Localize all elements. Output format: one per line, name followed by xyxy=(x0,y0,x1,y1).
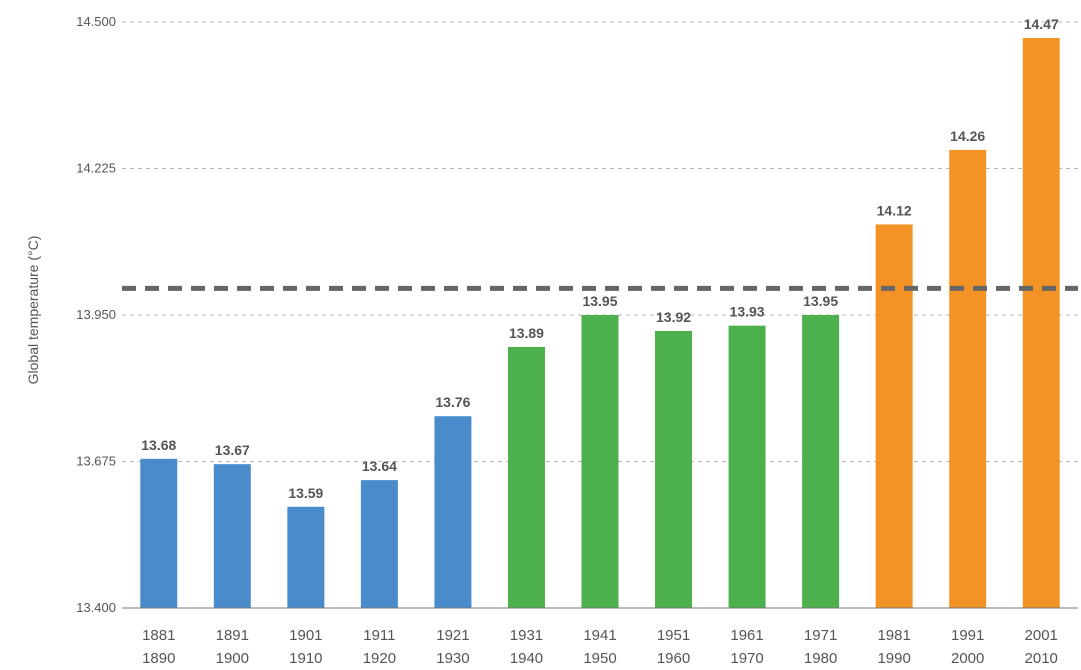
x-tick-label-start: 1961 xyxy=(730,627,763,644)
bar xyxy=(802,315,840,608)
data-label: 13.92 xyxy=(656,309,691,325)
bar xyxy=(507,346,545,608)
bar xyxy=(360,480,398,608)
x-tick-label-end: 1940 xyxy=(510,650,543,667)
x-tick-label-start: 1951 xyxy=(657,627,690,644)
bar xyxy=(140,458,178,608)
bar xyxy=(949,149,987,608)
data-label: 13.68 xyxy=(141,437,176,453)
data-label: 13.95 xyxy=(582,293,617,309)
x-tick-label-end: 1970 xyxy=(730,650,763,667)
data-label: 14.12 xyxy=(877,202,912,218)
data-label: 13.67 xyxy=(215,442,250,458)
x-tick-label-end: 2010 xyxy=(1025,650,1058,667)
y-axis-title: Global temperature (°C) xyxy=(25,236,41,385)
x-tick-label-end: 2000 xyxy=(951,650,984,667)
x-tick-label-start: 1991 xyxy=(951,627,984,644)
y-tick-label: 13.675 xyxy=(76,454,116,469)
y-tick-label: 14.225 xyxy=(76,161,116,176)
bar xyxy=(728,325,766,608)
data-label: 13.93 xyxy=(730,304,765,320)
x-tick-label-start: 1881 xyxy=(142,627,175,644)
x-tick-label-end: 1950 xyxy=(583,650,616,667)
y-tick-label: 13.400 xyxy=(76,600,116,615)
bar xyxy=(581,315,619,608)
x-tick-label-start: 1971 xyxy=(804,627,837,644)
data-label: 13.59 xyxy=(288,485,323,501)
x-tick-label-end: 1920 xyxy=(363,650,396,667)
x-tick-label-start: 1941 xyxy=(583,627,616,644)
data-label: 13.95 xyxy=(803,293,838,309)
bar xyxy=(875,224,913,608)
bar xyxy=(1022,37,1060,609)
x-tick-label-end: 1900 xyxy=(216,650,249,667)
x-tick-label-start: 1921 xyxy=(436,627,469,644)
bars xyxy=(140,37,1060,609)
x-tick-label-end: 1910 xyxy=(289,650,322,667)
bar xyxy=(287,506,325,608)
bar xyxy=(213,464,251,608)
x-tick-label-start: 1901 xyxy=(289,627,322,644)
data-label: 13.64 xyxy=(362,458,397,474)
x-tick-label-start: 1931 xyxy=(510,627,543,644)
x-tick-label-start: 1891 xyxy=(216,627,249,644)
data-label: 13.89 xyxy=(509,325,544,341)
bar xyxy=(434,416,472,608)
x-tick-label-start: 1911 xyxy=(363,627,395,644)
x-tick-label-end: 1930 xyxy=(436,650,469,667)
x-tick-label-end: 1890 xyxy=(142,650,175,667)
bar xyxy=(655,330,693,608)
x-tick-label-end: 1960 xyxy=(657,650,690,667)
data-label: 14.26 xyxy=(950,128,985,144)
x-tick-label-end: 1980 xyxy=(804,650,837,667)
data-label: 14.47 xyxy=(1024,16,1059,32)
y-tick-label: 13.950 xyxy=(76,307,116,322)
x-tick-label-start: 2001 xyxy=(1025,627,1058,644)
data-label: 13.76 xyxy=(435,394,470,410)
y-tick-label: 14.500 xyxy=(76,14,116,29)
labels: 13.400 13.675 13.950 14.225 14.500 13.68 1881 1… xyxy=(76,14,1059,667)
x-tick-label-end: 1990 xyxy=(877,650,910,667)
x-tick-label-start: 1981 xyxy=(877,627,910,644)
